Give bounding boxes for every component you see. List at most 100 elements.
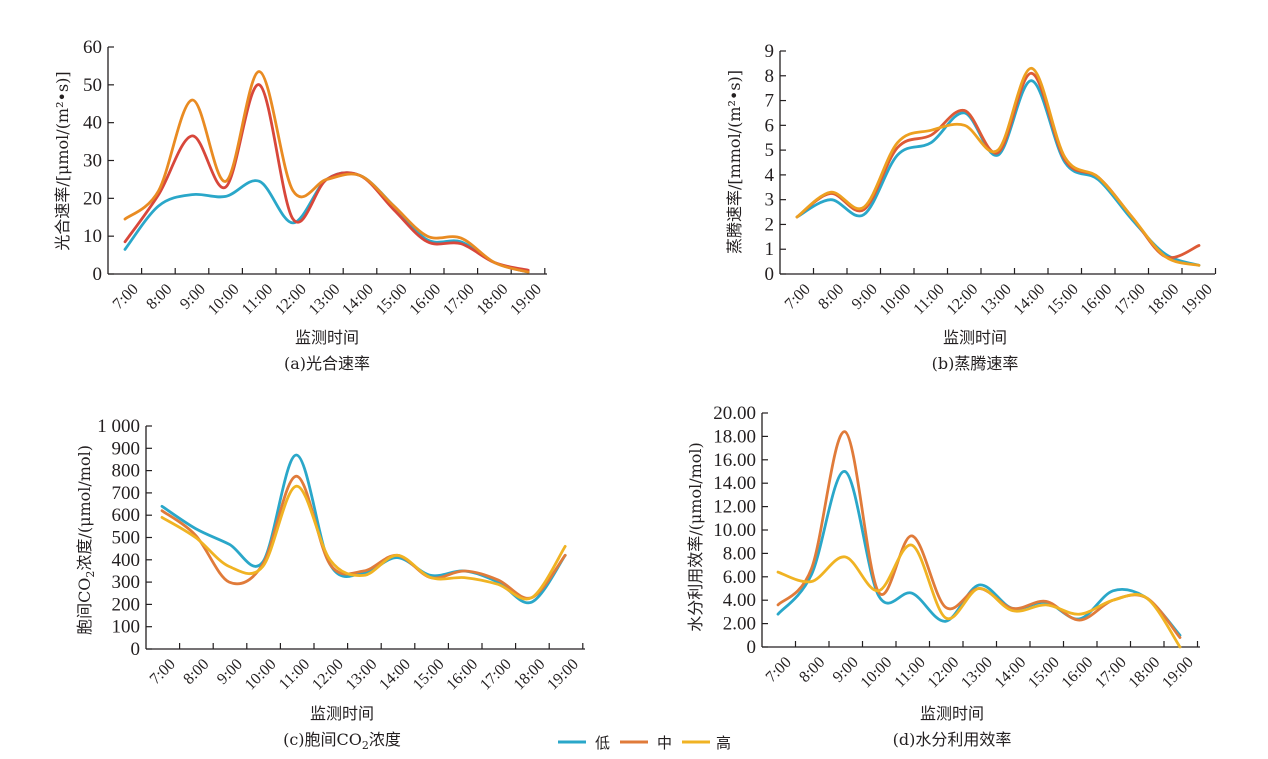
panel-a-y-tick-label: 20 xyxy=(83,188,102,209)
panel-a-series-mid-point xyxy=(191,135,193,137)
panel-a-series-high-point xyxy=(460,237,462,239)
panel-b-x-tick-label: 18:00 xyxy=(1145,281,1183,319)
panel-d-x-tick-label: 18:00 xyxy=(1126,654,1164,692)
panel-a-series-mid-line xyxy=(123,83,530,272)
panel-c-x-tick-label: 16:00 xyxy=(443,656,481,694)
panel-d-series-mid-line xyxy=(776,430,1182,639)
panel-b-series-high-point xyxy=(963,124,965,126)
panel-b-series-high-point xyxy=(1164,256,1166,258)
panel-b-series-mid-point xyxy=(1198,244,1200,246)
panel-b-y-tick-label: 0 xyxy=(765,264,775,285)
panel-c-x-tick-label: 12:00 xyxy=(309,656,347,694)
panel-b-series-high-point xyxy=(997,149,999,151)
panel-b-series-high-point xyxy=(930,129,932,131)
panel-d-y-tick-label: 18.00 xyxy=(713,426,756,447)
panel-c-x-tick-label: 17:00 xyxy=(477,656,515,694)
panel-d-series-high-point xyxy=(1078,613,1080,615)
panel-a-series-high-point xyxy=(393,205,395,207)
panel-c-y-axis-title-main: 胞间CO xyxy=(75,578,94,635)
panel-b-series-high-point xyxy=(1131,216,1133,218)
panel-d-series-mid-point xyxy=(1045,600,1047,602)
panel-d-y-tick-label: 10.00 xyxy=(713,520,756,541)
panel-c-series-high-point xyxy=(396,554,398,556)
panel-b-series-mid-point xyxy=(896,146,898,148)
panel-a-y-tick-label: 40 xyxy=(83,113,102,134)
panel-a-x-tick-label: 13:00 xyxy=(306,281,344,319)
panel-b-series-low-point xyxy=(863,213,865,215)
panel-b-x-tick-label: 14:00 xyxy=(1011,281,1049,319)
panel-a-series-high-point xyxy=(426,235,428,237)
panel-a-x-tick-label: 14:00 xyxy=(339,281,377,319)
panel-a-y-tick-label: 10 xyxy=(83,226,102,247)
panel-d-series-high-point xyxy=(944,617,946,619)
panel-b-series-high-line xyxy=(795,66,1201,267)
panel-b-transpiration-chart: 蒸腾速率/[mmol/(m²•s)] 监测时间 (b)蒸腾速率 0 1 2 3 4 5 6 7… xyxy=(725,41,1217,373)
panel-d-x-tick-label: 11:00 xyxy=(891,654,928,691)
panel-a-series-high-point xyxy=(258,70,260,72)
panel-c-y-axis-title-sub: 2 xyxy=(84,571,97,578)
panel-a-y-tick-label: 30 xyxy=(83,151,102,172)
panel-b-y-tick-label: 4 xyxy=(765,165,775,186)
panel-a-y-tick-label: 60 xyxy=(83,37,102,58)
panel-c-caption: (c)胞间CO2浓度 xyxy=(283,730,401,752)
panel-a-series-high-point xyxy=(225,180,227,182)
panel-c-series-mid-point xyxy=(329,563,331,565)
panel-c-y-tick-label: 200 xyxy=(112,594,141,615)
panel-b-x-tick-label: 16:00 xyxy=(1078,281,1116,319)
panel-b-series-mid-point xyxy=(963,109,965,111)
legend: 低 中 高 xyxy=(558,734,731,752)
panel-b-y-tick-label: 5 xyxy=(765,140,775,161)
panel-d-x-tick-label: 7:00 xyxy=(763,654,795,686)
panel-b-x-tick-label: 8:00 xyxy=(815,281,847,313)
panel-c-y-tick-label: 1 000 xyxy=(97,416,140,437)
panel-a-series-low-line xyxy=(123,171,530,274)
panel-a-series-mid-point xyxy=(460,243,462,245)
panel-a-series-low-point xyxy=(225,195,227,197)
panel-c-x-tick-label: 10:00 xyxy=(242,656,280,694)
panel-c-series-low-point xyxy=(228,543,230,545)
panel-c-x-tick-label: 13:00 xyxy=(343,656,381,694)
panel-b-x-axis-title: 监测时间 xyxy=(943,328,1007,347)
panel-b-series-low-point xyxy=(930,142,932,144)
legend-item-mid: 中 xyxy=(620,734,672,752)
panel-c-y-tick-label: 600 xyxy=(112,505,141,526)
legend-label-high: 高 xyxy=(716,734,731,752)
panel-c-caption-main: (c)胞间CO xyxy=(283,730,362,749)
panel-d-series-high-point xyxy=(810,580,812,582)
panel-c-x-tick-label: 8:00 xyxy=(180,656,212,688)
panel-c-x-tick-label: 9:00 xyxy=(214,656,246,688)
panel-a-series-low-point xyxy=(258,180,260,182)
panel-b-y-tick-label: 6 xyxy=(765,115,775,136)
panel-a-series-high-line xyxy=(123,70,530,274)
panel-c-y-tick-label: 700 xyxy=(112,483,141,504)
panel-c-y-tick-label: 500 xyxy=(112,528,141,549)
panel-a-series-high-point xyxy=(191,99,193,101)
panel-b-series-high-point xyxy=(1030,67,1032,69)
panel-a-series-mid-point xyxy=(426,241,428,243)
panel-a-x-tick-label: 16:00 xyxy=(406,281,444,319)
panel-b-x-tick-label: 15:00 xyxy=(1044,281,1082,319)
panel-c-series-high-point xyxy=(295,485,297,487)
panel-a-series-low-point xyxy=(124,248,126,250)
panel-b-y-tick-label: 2 xyxy=(765,214,775,235)
panel-d-series-mid-point xyxy=(810,567,812,569)
panel-c-series-mid-point xyxy=(161,510,163,512)
panel-a-x-tick-label: 18:00 xyxy=(474,281,512,319)
panel-d-series-low-point xyxy=(911,592,913,594)
panel-c-x-axis-title: 监测时间 xyxy=(310,704,374,723)
panel-b-x-tick-label: 17:00 xyxy=(1111,281,1149,319)
panel-d-y-tick-label: 12.00 xyxy=(713,497,756,518)
panel-c-y-tick-label: 300 xyxy=(112,572,141,593)
panel-a-x-tick-label: 19:00 xyxy=(507,281,545,319)
panel-d-y-tick-label: 6.00 xyxy=(723,567,756,588)
panel-c-series-mid-line xyxy=(160,474,567,600)
panel-b-series-low-point xyxy=(1030,80,1032,82)
panel-b-series-high-point xyxy=(863,206,865,208)
panel-d-x-tick-label: 10:00 xyxy=(858,654,896,692)
panel-b-x-tick-label: 7:00 xyxy=(782,281,814,313)
panel-d-y-tick-label: 2.00 xyxy=(723,614,756,635)
panel-c-intercellular-co2-chart: 胞间CO2浓度/(μmol/mol) 监测时间 (c)胞间CO2浓度 01002… xyxy=(75,416,585,752)
panel-d-x-tick-label: 13:00 xyxy=(958,654,996,692)
panel-c-series-mid-point xyxy=(228,581,230,583)
